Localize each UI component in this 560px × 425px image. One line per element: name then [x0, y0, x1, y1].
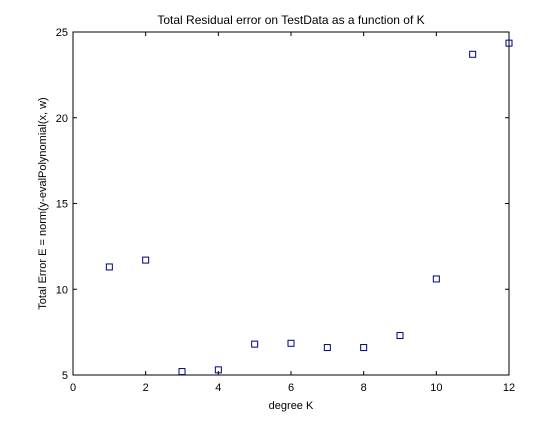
data-point [396, 332, 404, 340]
x-tick-label: 0 [70, 382, 76, 394]
x-tick-label: 6 [288, 382, 294, 394]
data-point [178, 368, 186, 376]
x-tick-label: 4 [215, 382, 221, 394]
y-axis-label: Total Error E = norm(y-evalPolynomial(x,… [37, 97, 49, 309]
y-axis-ticks: 5 10 15 20 25 [56, 27, 509, 382]
y-tick-label: 20 [56, 113, 68, 125]
data-point [469, 50, 477, 58]
x-tick-label: 12 [503, 382, 515, 394]
data-points [105, 39, 513, 376]
data-point [214, 366, 222, 374]
x-tick-label: 10 [430, 382, 442, 394]
x-tick-label: 2 [143, 382, 149, 394]
x-tick-label: 8 [361, 382, 367, 394]
y-tick-label: 5 [62, 370, 68, 382]
y-tick-label: 10 [56, 284, 68, 296]
data-point [360, 344, 368, 352]
chart-title: Total Residual error on TestData as a fu… [157, 13, 424, 27]
data-point [505, 39, 513, 47]
x-axis-label: degree K [269, 400, 314, 412]
y-tick-label: 25 [56, 27, 68, 39]
data-point [105, 263, 113, 271]
data-point [142, 256, 150, 264]
data-point [432, 275, 440, 283]
y-tick-label: 15 [56, 199, 68, 211]
data-point [251, 340, 259, 348]
plot-area [72, 31, 510, 376]
data-point [323, 344, 331, 352]
data-point [287, 339, 295, 347]
